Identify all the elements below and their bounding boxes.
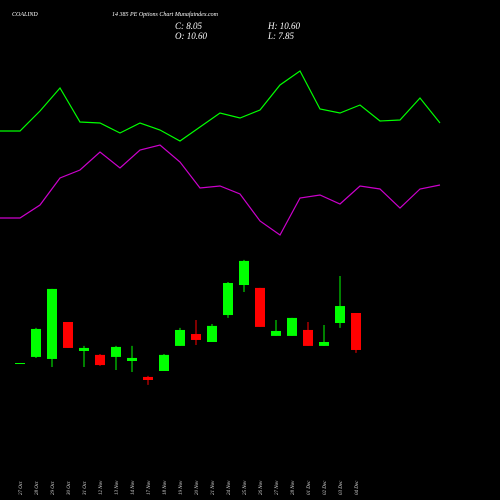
x-tick-label: 17 Nov [147, 480, 152, 495]
low-label: L: 7.85 [267, 31, 295, 41]
candle-body [95, 354, 105, 366]
candle-body [335, 306, 345, 324]
x-tick-label: 04 Dec [355, 480, 360, 495]
x-tick-label: 25 Nov [243, 480, 248, 495]
candle-body [239, 260, 249, 286]
candle-body [31, 328, 41, 357]
high-label: H: 10.60 [267, 21, 300, 31]
candle-body [207, 325, 217, 342]
x-tick-label: 19 Nov [179, 480, 184, 495]
candle-body [351, 313, 361, 350]
close-label: C: 8.05 [175, 21, 203, 31]
indicator-line [0, 144, 441, 236]
x-tick-label: 24 Nov [227, 480, 232, 495]
x-tick-label: 28 Nov [291, 480, 296, 495]
chart-title: COALIND [12, 12, 38, 18]
x-tick-label: 26 Nov [259, 480, 264, 495]
x-tick-label: 02 Dec [323, 480, 328, 495]
candle-body [47, 288, 57, 359]
candle-body [79, 347, 89, 351]
candle-body [159, 354, 169, 371]
x-tick-label: 27 Oct [19, 481, 24, 495]
x-tick-label: 31 Oct [83, 481, 88, 495]
candle-body [319, 342, 329, 346]
candle-body [255, 287, 265, 327]
candle-body [287, 317, 297, 336]
x-tick-label: 28 Oct [35, 481, 40, 495]
indicator-line [0, 70, 441, 142]
x-tick-label: 01 Dec [307, 480, 312, 495]
x-tick-label: 21 Nov [211, 480, 216, 495]
candle-body [127, 357, 137, 361]
x-tick-label: 12 Nov [99, 480, 104, 495]
x-tick-label: 13 Nov [115, 480, 120, 495]
candle-body [63, 321, 73, 348]
x-tick-label: 29 Oct [51, 481, 56, 495]
candle-body [175, 329, 185, 346]
candle-body [223, 282, 233, 316]
x-tick-label: 27 Nov [275, 480, 280, 495]
candle-body [271, 330, 281, 336]
x-tick-label: 20 Nov [195, 480, 200, 495]
x-tick-label: 14 Nov [131, 480, 136, 495]
x-tick-label: 03 Dec [339, 480, 344, 495]
chart-subtitle: 14 385 PE Options Chart Munafaindex.com [112, 11, 219, 18]
candle-body [15, 363, 25, 365]
candle-body [143, 376, 153, 380]
x-tick-label: 18 Nov [163, 480, 168, 495]
candle-body [303, 329, 313, 346]
x-tick-label: 30 Oct [67, 481, 72, 495]
candle-body [191, 334, 201, 340]
candle-body [111, 346, 121, 357]
open-label: O: 10.60 [175, 31, 207, 41]
